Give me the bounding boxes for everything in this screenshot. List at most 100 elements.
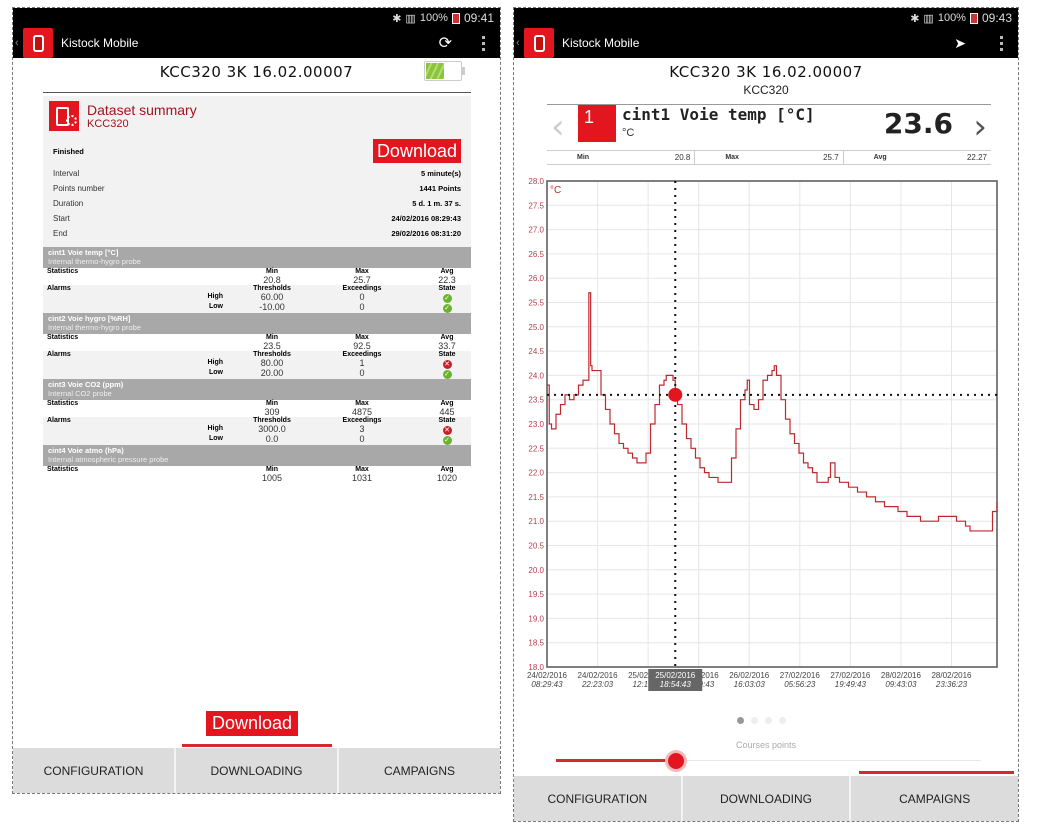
channel-list: cint1 Voie temp [°C] Internal thermo-hygr… — [43, 247, 471, 483]
avg-value: 22.3 — [438, 275, 456, 285]
summary-header: Dataset summary KCC320 — [43, 96, 471, 136]
max-value: 92.5 — [353, 341, 371, 351]
tab-configuration[interactable]: CONFIGURATION — [13, 748, 176, 793]
device-subtitle: KCC320 — [743, 83, 789, 97]
x-tick-time: 09:43:03 — [885, 680, 917, 689]
max-label: Max — [725, 154, 739, 161]
tab-configuration[interactable]: CONFIGURATION — [514, 776, 683, 821]
probe-name: Internal atmospheric pressure probe — [48, 455, 169, 464]
back-icon[interactable]: ‹ — [15, 37, 19, 49]
probe-name: Internal thermo-hygro probe — [48, 323, 141, 332]
x-tick-time: 23:36:23 — [935, 680, 968, 689]
alarms-row: Alarms Thresholds Exceedings State High 80.00… — [43, 351, 471, 379]
tab-downloading[interactable]: DOWNLOADING — [176, 748, 339, 793]
low-label: Low — [209, 303, 223, 310]
signal-icon: ▥ — [405, 12, 416, 25]
min-label: Min — [265, 466, 279, 473]
svg-text:18:54:43: 18:54:43 — [660, 680, 692, 689]
app-logo-icon — [524, 28, 554, 58]
exceedings-value: 3 — [359, 424, 365, 434]
channel-selector: ‹ 1 cint1 Voie temp [°C] °C 23.6 › — [547, 105, 991, 150]
tab-downloading[interactable]: DOWNLOADING — [683, 776, 852, 821]
next-channel-icon[interactable]: › — [973, 107, 987, 147]
info-label: End — [53, 229, 68, 238]
page-dot[interactable] — [737, 717, 744, 724]
statistics-label: Statistics — [47, 268, 79, 275]
send-icon[interactable]: ➤ — [954, 35, 966, 51]
temperature-chart[interactable]: 18.0 18.5 19.0 19.5 20.0 20.5 21.0 21.5 22.0 22.5… — [514, 171, 1018, 701]
x-tick-date: 24/02/2016 — [527, 671, 568, 680]
info-row: Duration 5 d. 1 m. 37 s. — [43, 196, 471, 211]
back-icon[interactable]: ‹ — [516, 37, 520, 49]
info-row: Start 24/02/2016 08:29:43 — [43, 211, 471, 226]
max-value: 25.7 — [353, 275, 371, 285]
statistics-label: Statistics — [47, 334, 79, 341]
avg-label: Avg — [440, 400, 454, 407]
max-label: Max — [355, 466, 369, 473]
state-label: State — [438, 285, 456, 292]
overflow-menu-icon[interactable] — [482, 36, 485, 51]
avg-label: Avg — [440, 466, 454, 473]
statistics-row: Statistics Min Max Avg 309 4875 445 — [43, 400, 471, 417]
info-value: 5 minute(s) — [420, 169, 461, 178]
overflow-menu-icon[interactable] — [1000, 36, 1003, 51]
info-row: Points number 1441 Points — [43, 181, 471, 196]
x-tick-time: 19:49:43 — [835, 680, 867, 689]
summary-title: Dataset summary — [87, 101, 197, 118]
status-text: Finished — [53, 146, 84, 156]
exceedings-value: 0 — [359, 292, 365, 302]
status-bar: ✱ ▥ 100% 09:41 — [13, 8, 500, 28]
x-tick-time: 08:29:43 — [531, 680, 563, 689]
channel-name: cint1 Voie temp [°C] — [48, 248, 119, 257]
thresholds-label: Thresholds — [253, 285, 291, 292]
svg-text:25/02/2016: 25/02/2016 — [655, 671, 696, 680]
slider-thumb[interactable] — [668, 753, 684, 769]
device-settings-icon — [49, 101, 79, 131]
page-dot[interactable] — [765, 717, 772, 724]
x-tick-time: 16:03:03 — [734, 680, 766, 689]
page-dot[interactable] — [779, 717, 786, 724]
y-tick-label: 19.5 — [528, 590, 544, 599]
threshold-value: 0.0 — [265, 434, 279, 444]
y-tick-label: 27.5 — [528, 201, 544, 210]
min-label: Min — [577, 154, 590, 161]
info-value: 5 d. 1 m. 37 s. — [412, 199, 461, 208]
exceedings-label: Exceedings — [342, 417, 382, 424]
max-label: Max — [355, 400, 369, 407]
alarms-label: Alarms — [47, 351, 71, 358]
y-tick-label: 22.5 — [528, 444, 544, 453]
min-value: 20.8 — [674, 153, 691, 162]
clock: 09:43 — [981, 11, 1012, 25]
refresh-icon[interactable]: ⟳ — [438, 35, 452, 52]
course-points-slider[interactable] — [556, 753, 981, 769]
high-label: High — [207, 425, 223, 432]
info-label: Duration — [53, 199, 84, 208]
alarms-label: Alarms — [47, 417, 71, 424]
alarms-row: Alarms Thresholds Exceedings State High 3000.… — [43, 417, 471, 445]
min-label: Min — [265, 400, 279, 407]
y-tick-label: 25.0 — [528, 323, 544, 332]
channel-header: cint4 Voie atmo (hPa) Internal atmospheri… — [43, 445, 471, 466]
bottom-tabs: CONFIGURATION DOWNLOADING CAMPAIGNS — [514, 776, 1018, 821]
previous-channel-icon[interactable]: ‹ — [551, 107, 565, 147]
ok-check-icon: ✓ — [442, 304, 452, 313]
max-value: 25.7 — [823, 153, 839, 162]
tab-campaigns[interactable]: CAMPAIGNS — [899, 792, 971, 806]
y-tick-label: 25.5 — [528, 299, 544, 308]
info-label: Points number — [53, 184, 105, 193]
x-tick-date: 28/02/2016 — [931, 671, 972, 680]
download-button[interactable]: Download — [372, 139, 461, 163]
alarms-row: Alarms Thresholds Exceedings State High 60.00… — [43, 285, 471, 313]
min-label: Min — [265, 268, 279, 275]
x-tick-date: 24/02/2016 — [578, 671, 619, 680]
right-phone-screen: ✱ ▥ 100% 09:43 ‹ Kistock Mobile ➤ KCC320… — [513, 7, 1019, 822]
info-label: Interval — [53, 169, 80, 178]
app-bar: ‹ Kistock Mobile ⟳ — [13, 28, 500, 58]
statistics-label: Statistics — [47, 466, 79, 473]
page-dot[interactable] — [751, 717, 758, 724]
dataset-summary-card: Dataset summary KCC320 Finished Download… — [43, 96, 471, 483]
tab-campaigns[interactable]: CAMPAIGNS — [383, 764, 456, 778]
bluetooth-icon: ✱ — [910, 12, 920, 25]
bottom-download-button[interactable]: Download — [206, 711, 299, 736]
battery-icon — [451, 12, 460, 24]
